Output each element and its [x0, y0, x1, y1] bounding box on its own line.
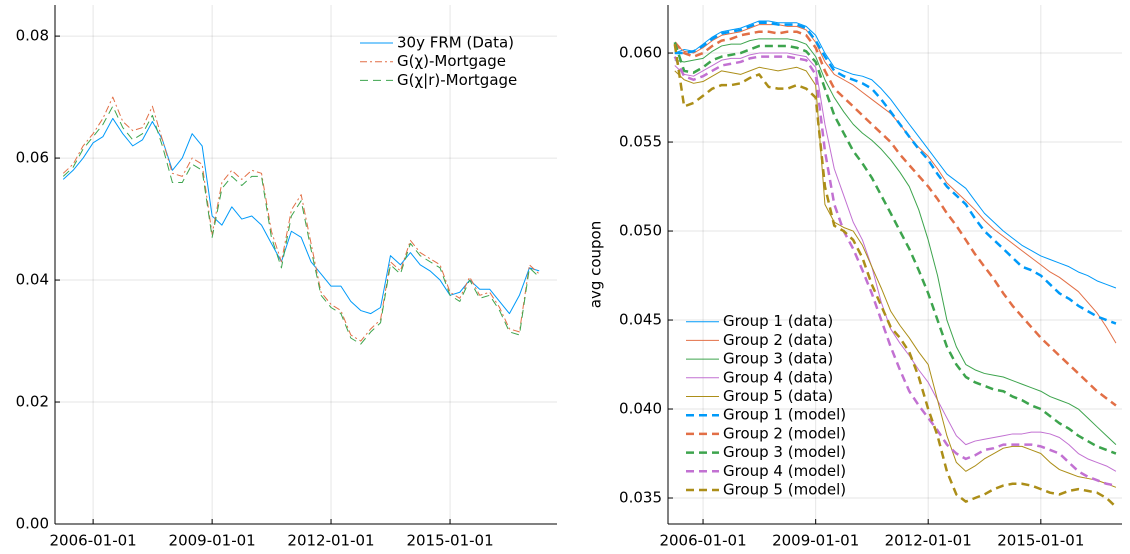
series-line	[674, 52, 1117, 472]
x-tick-label: 2006-01-01	[50, 532, 137, 550]
series-line	[674, 20, 1117, 289]
series-line	[674, 24, 1117, 344]
y-tick-label: 0.040	[619, 400, 662, 418]
y-tick-label: 0.00	[16, 515, 49, 533]
y-tick-label: 0.050	[619, 222, 662, 240]
x-tick-label: 2015-01-01	[997, 532, 1084, 550]
legend-label: G(χ|r)-Mortgage	[397, 71, 517, 89]
series-line	[674, 21, 1117, 325]
y-axis-label: avg coupon	[587, 221, 605, 309]
legend-label: Group 5 (data)	[723, 387, 833, 405]
legend-label: G(χ)-Mortgage	[397, 52, 506, 70]
y-tick-label: 0.06	[16, 149, 49, 167]
legend-label: Group 3 (data)	[723, 350, 833, 368]
x-tick-label: 2012-01-01	[885, 532, 972, 550]
series-line	[674, 38, 1117, 445]
x-tick-label: 2009-01-01	[169, 532, 256, 550]
legend-label: 30y FRM (Data)	[397, 34, 514, 52]
series-line	[673, 30, 1117, 407]
legend-label: Group 4 (data)	[723, 368, 833, 386]
series-line	[674, 66, 1117, 488]
series-line	[62, 96, 540, 342]
y-tick-label: 0.04	[16, 271, 49, 289]
y-tick-label: 0.060	[619, 44, 662, 62]
x-tick-label: 2006-01-01	[659, 532, 746, 550]
y-tick-label: 0.055	[619, 133, 662, 151]
legend-label: Group 2 (model)	[723, 424, 846, 442]
x-tick-label: 2009-01-01	[772, 532, 859, 550]
y-tick-label: 0.045	[619, 311, 662, 329]
y-tick-label: 0.08	[16, 27, 49, 45]
x-tick-label: 2012-01-01	[287, 532, 374, 550]
legend-label: Group 3 (model)	[723, 443, 846, 461]
series-line	[62, 117, 540, 315]
x-tick-label: 2015-01-01	[406, 532, 493, 550]
legend-label: Group 1 (data)	[723, 312, 833, 330]
series-line	[673, 55, 1117, 487]
legend-label: Group 5 (model)	[723, 481, 846, 499]
series-line	[62, 105, 540, 345]
legend-label: Group 2 (data)	[723, 331, 833, 349]
y-tick-label: 0.02	[16, 393, 49, 411]
series-line	[673, 41, 1117, 455]
series-line	[673, 43, 1117, 508]
y-tick-label: 0.035	[619, 489, 662, 507]
legend-label: Group 4 (model)	[723, 462, 846, 480]
legend-label: Group 1 (model)	[723, 406, 846, 424]
